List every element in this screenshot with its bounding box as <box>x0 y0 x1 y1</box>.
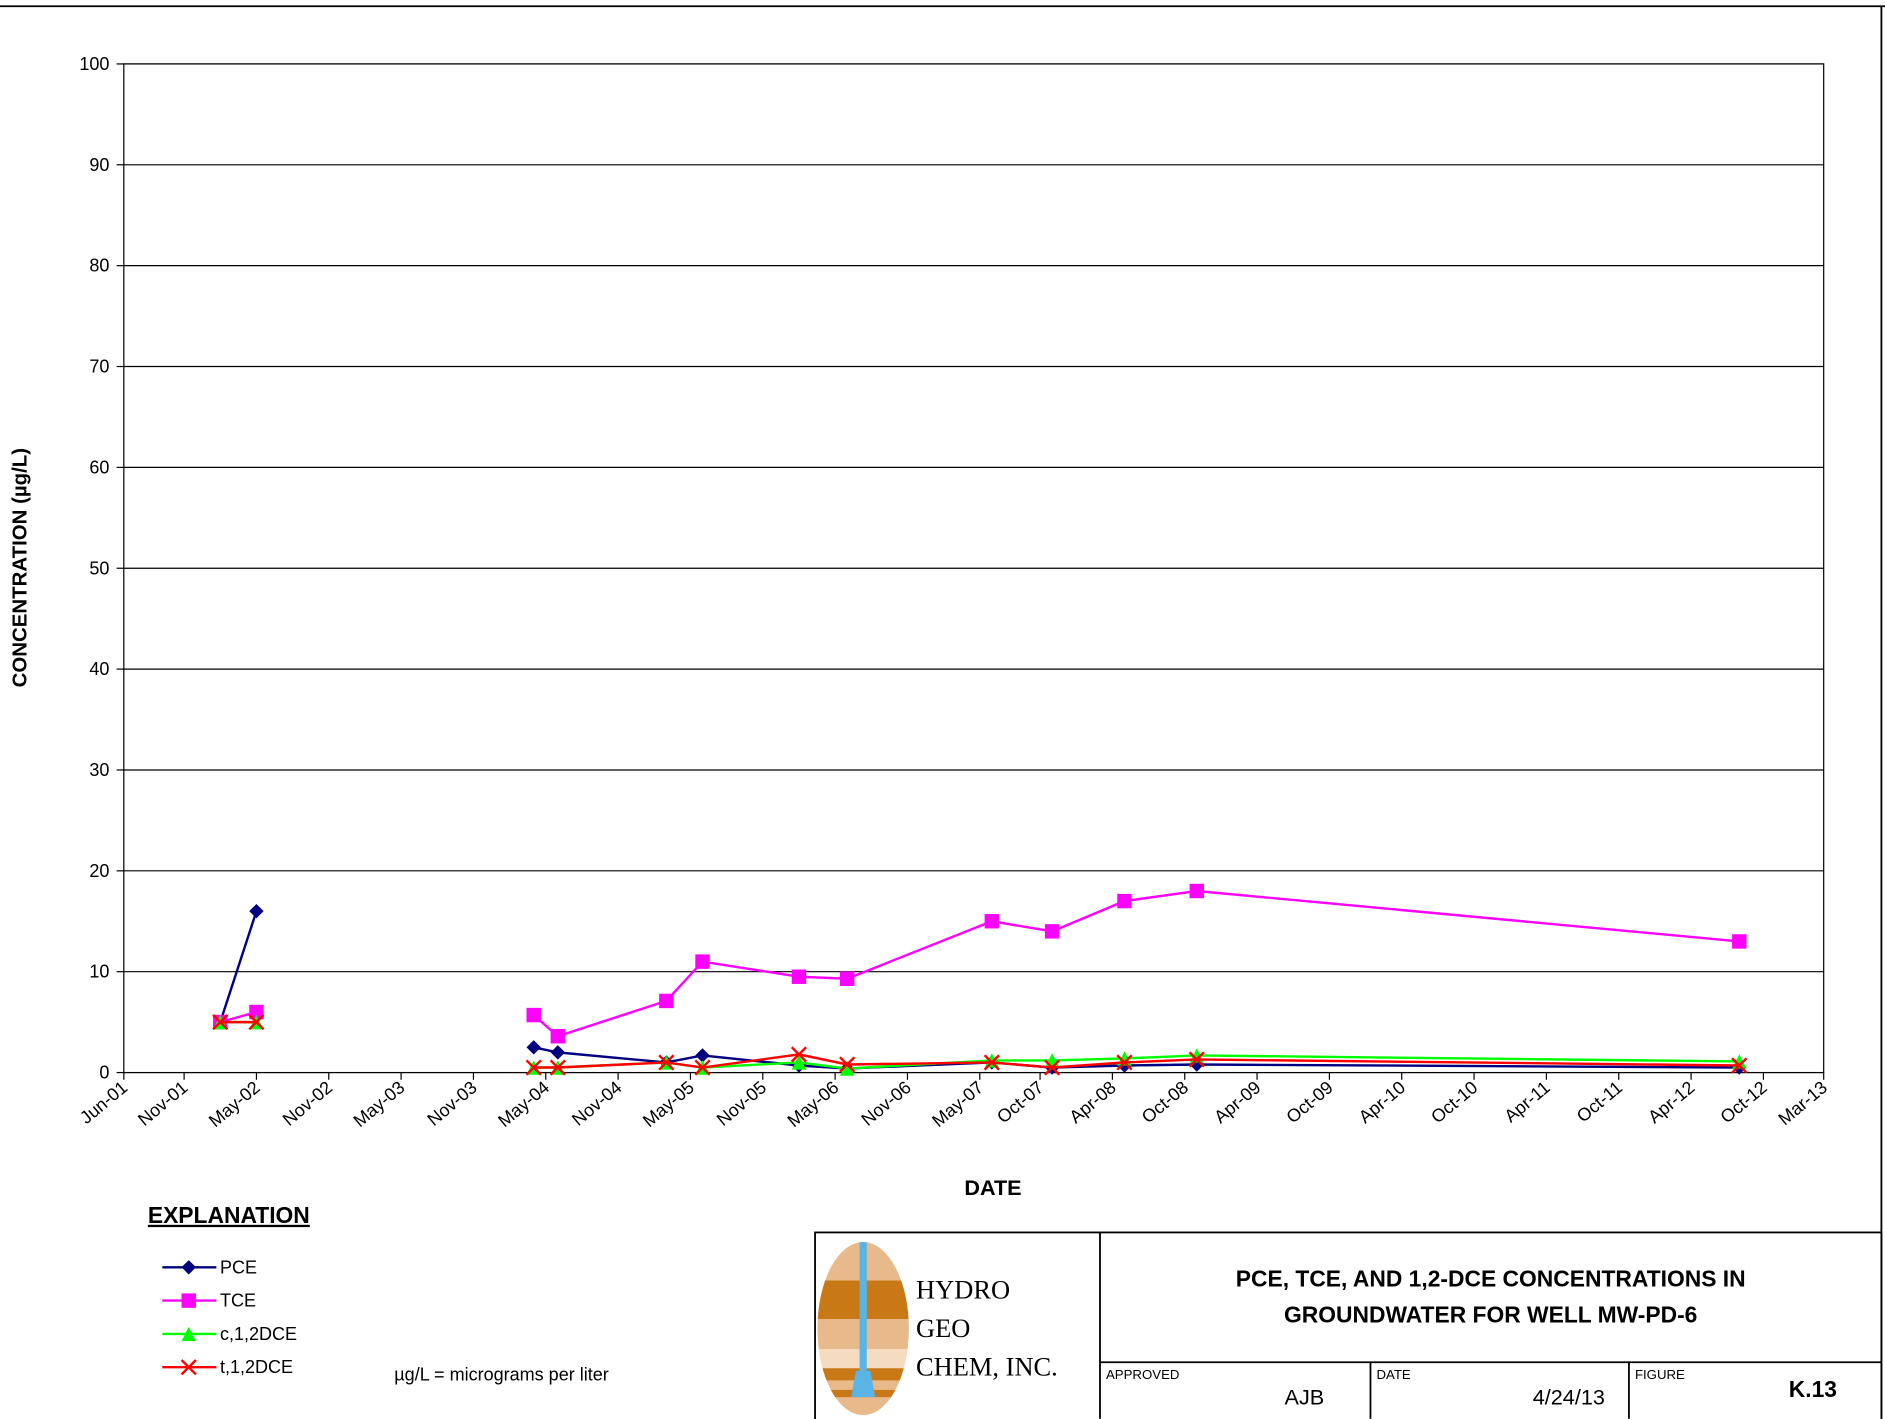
marker <box>1116 1054 1133 1071</box>
title-block <box>814 1231 1883 1419</box>
marker <box>839 971 855 986</box>
marker <box>180 1359 197 1376</box>
y-tick-label: 40 <box>89 659 109 679</box>
legend-label: c,1,2DCE <box>220 1324 297 1344</box>
field-value: 4/24/13 <box>1533 1384 1605 1409</box>
marker <box>1189 883 1205 899</box>
legend-title: EXPLANATION <box>148 1202 310 1228</box>
field-label: DATE <box>1376 1367 1410 1382</box>
marker <box>695 954 710 969</box>
y-tick-label: 60 <box>89 457 109 477</box>
x-axis-label: DATE <box>964 1175 1021 1200</box>
marker <box>549 1059 566 1076</box>
marker <box>1117 893 1132 909</box>
y-tick-label: 20 <box>89 861 109 881</box>
y-tick-label: 50 <box>89 558 109 578</box>
field-label: APPROVED <box>1106 1367 1179 1382</box>
marker <box>1044 924 1060 939</box>
marker <box>694 1059 711 1076</box>
field-value: AJB <box>1285 1384 1325 1409</box>
legend-label: TCE <box>220 1291 256 1311</box>
y-tick-label: 90 <box>89 155 109 175</box>
y-tick-label: 10 <box>89 962 109 982</box>
field-value: K.13 <box>1789 1376 1837 1402</box>
marker <box>181 1260 196 1275</box>
marker <box>1732 934 1747 949</box>
marker <box>791 969 807 984</box>
marker <box>212 1014 229 1031</box>
marker <box>1044 1059 1061 1076</box>
y-tick-label: 30 <box>89 760 109 780</box>
y-tick-label: 80 <box>89 256 109 276</box>
marker <box>658 1054 675 1071</box>
marker <box>839 1056 856 1073</box>
y-tick-label: 0 <box>99 1063 109 1083</box>
marker <box>181 1326 196 1342</box>
company-name: HYDRO <box>916 1275 1010 1305</box>
marker <box>1188 1051 1205 1068</box>
figure-title: PCE, TCE, AND 1,2-DCE CONCENTRATIONS IN <box>1236 1266 1746 1292</box>
company-name: GEO <box>916 1313 970 1343</box>
marker <box>550 1029 566 1044</box>
figure-title: GROUNDWATER FOR WELL MW-PD-6 <box>1284 1302 1697 1328</box>
marker <box>249 1004 264 1020</box>
y-tick-label: 70 <box>89 357 109 377</box>
legend-label: t,1,2DCE <box>220 1357 293 1377</box>
company-name: CHEM, INC. <box>916 1352 1058 1382</box>
marker <box>839 1061 855 1076</box>
marker <box>983 1054 1000 1071</box>
field-label: FIGURE <box>1635 1367 1685 1382</box>
marker <box>249 903 264 919</box>
series-line <box>219 910 258 1023</box>
marker <box>248 1014 265 1031</box>
marker <box>525 1059 542 1076</box>
marker <box>659 993 674 1009</box>
marker <box>526 1007 541 1023</box>
marker <box>1731 1057 1748 1074</box>
note: µg/L = micrograms per liter <box>394 1364 608 1384</box>
y-tick-label: 100 <box>79 54 109 74</box>
logo <box>817 1242 909 1416</box>
marker <box>791 1055 807 1070</box>
marker <box>984 1053 1000 1068</box>
marker <box>181 1293 196 1308</box>
y-axis-label: CONCENTRATION (µg/L) <box>9 448 31 687</box>
legend-label: PCE <box>220 1257 257 1277</box>
marker <box>526 1040 541 1055</box>
marker <box>790 1046 808 1063</box>
marker <box>984 914 1000 929</box>
